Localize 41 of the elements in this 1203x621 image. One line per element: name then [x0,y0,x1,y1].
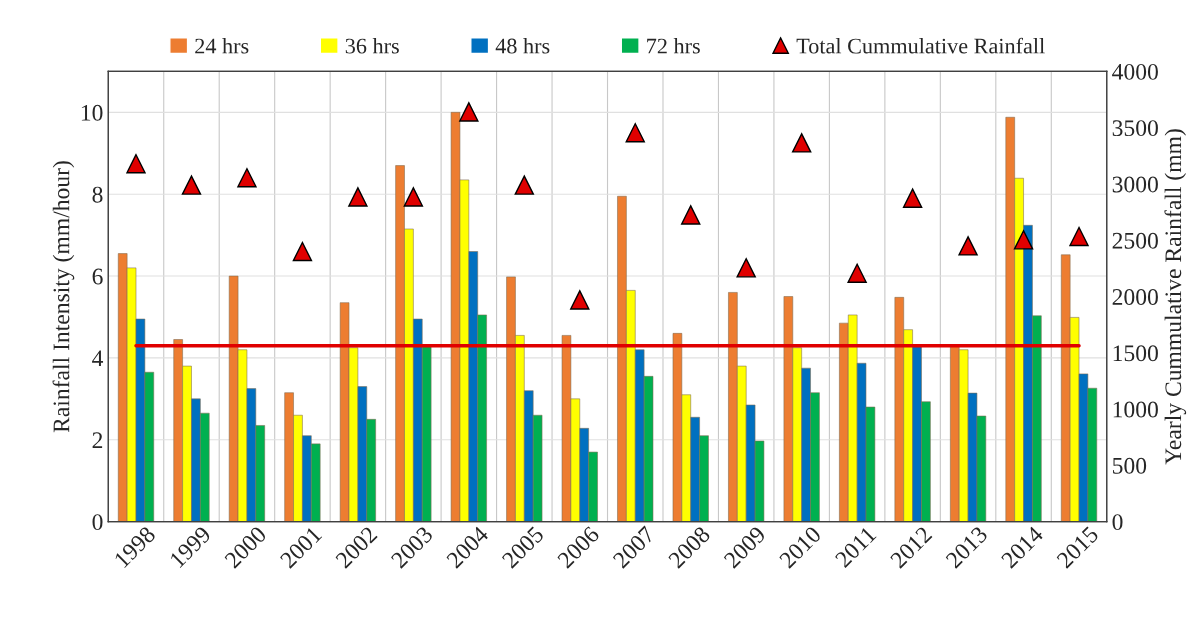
y2-tick-label: 3000 [1112,176,1158,193]
y-tick-label: 10 [81,104,103,121]
point [625,123,645,143]
x-tick-label: 2011 [834,525,877,569]
point [736,258,756,278]
point [126,153,146,174]
y2-axis-title: Yearly Cummulative Rainfall (mm) [1164,129,1187,465]
y2-tick-label: 0 [1112,514,1123,531]
y-tick-label: 0 [92,514,103,531]
y2-tick-label: 500 [1112,457,1147,474]
y-tick-label: 4 [92,350,104,367]
y2-tick-label: 1000 [1113,401,1158,418]
point [1069,226,1089,247]
point [292,241,313,262]
point [459,102,479,122]
legend-label: 72 hrs [647,37,700,54]
y2-tick-label: 2000 [1112,289,1158,305]
y2-tick-label: 1500 [1113,345,1158,362]
point [1013,230,1034,250]
point [570,290,590,310]
point [958,236,978,256]
legend-label: 36 hrs [345,37,399,54]
point [791,133,812,153]
y-axis-title: Rainfall Intensity (mm/hour) [52,161,75,433]
y-tick-label: 2 [92,432,103,448]
y2-tick-label: 3500 [1112,120,1158,137]
point [847,263,867,283]
point [514,175,535,195]
y2-tick-label: 4000 [1112,63,1158,80]
y-tick-label: 6 [92,268,103,285]
legend-label: 24 hrs [195,37,249,54]
point [348,187,368,207]
point [181,175,202,195]
y-tick-label: 8 [92,186,103,203]
point [403,187,424,207]
legend-label: 48 hrs [495,37,550,54]
legend-label: Total Cummulative Rainfall [796,37,1045,54]
y2-tick-label: 2500 [1112,232,1158,249]
point [680,205,701,225]
point [902,188,923,208]
point [237,168,257,188]
